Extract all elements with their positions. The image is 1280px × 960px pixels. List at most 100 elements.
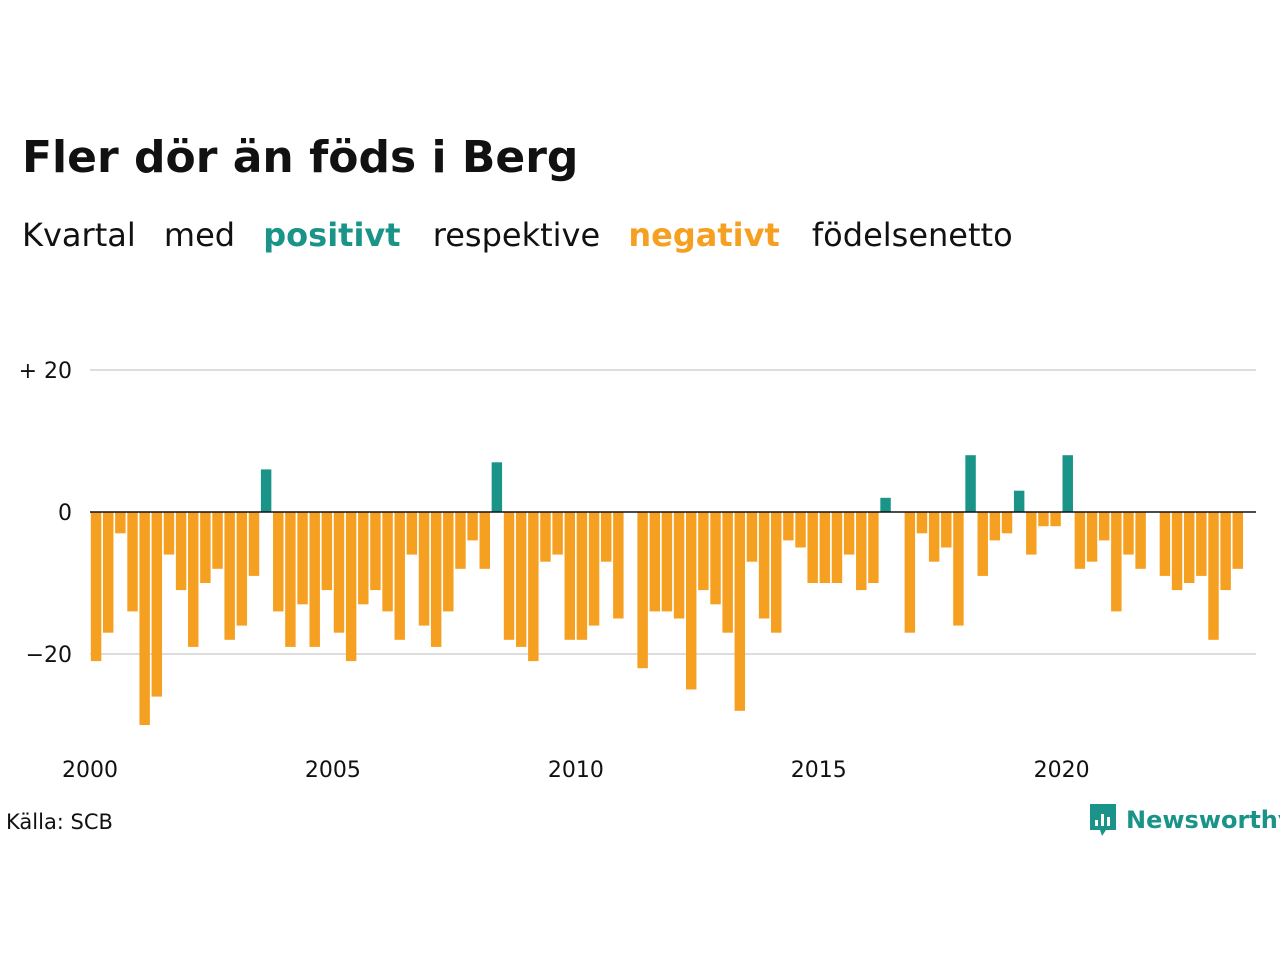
- bar: [1159, 512, 1171, 576]
- axes: + 20 0 −20 2000 2005 2010 2015 2020: [19, 359, 1256, 783]
- bar: [953, 512, 964, 626]
- bar: [273, 512, 284, 612]
- bar: [977, 512, 988, 576]
- x-tick-label: 2020: [1034, 758, 1090, 783]
- bar: [600, 512, 612, 562]
- bar: [746, 512, 758, 562]
- bar: [758, 512, 770, 619]
- bar: [710, 512, 721, 605]
- bar: [115, 512, 126, 534]
- bar: [819, 512, 831, 583]
- bar: [1074, 512, 1086, 569]
- bar: [868, 512, 879, 583]
- bar: [1062, 455, 1073, 512]
- bar: [188, 512, 199, 647]
- bar: [1220, 512, 1231, 591]
- bar: [552, 512, 563, 555]
- bar: [443, 512, 454, 612]
- subtitle-word-med: med: [163, 216, 236, 254]
- bar: [212, 512, 223, 569]
- bar: [989, 512, 1001, 541]
- subtitle-word-respektive: respektive: [432, 216, 601, 254]
- bar: [382, 512, 393, 612]
- bar: [321, 512, 333, 591]
- bar: [151, 512, 163, 697]
- bar: [649, 512, 661, 612]
- bar: [236, 512, 248, 626]
- bar: [722, 512, 733, 633]
- bar: [856, 512, 867, 591]
- bar: [491, 462, 503, 512]
- bar: [771, 512, 782, 633]
- bar: [916, 512, 928, 534]
- bar: [394, 512, 405, 640]
- x-tick-label: 2005: [305, 758, 361, 783]
- newsworthy-logo-icon: [1090, 804, 1116, 836]
- bar: [686, 512, 697, 690]
- bar: [637, 512, 648, 669]
- x-tick-label: 2010: [548, 758, 604, 783]
- bar: [1208, 512, 1219, 640]
- bar: [843, 512, 855, 555]
- bar: [224, 512, 235, 640]
- bar: [564, 512, 575, 640]
- bar: [576, 512, 588, 640]
- bar: [1086, 512, 1098, 562]
- bar: [139, 512, 150, 725]
- bar: [200, 512, 211, 583]
- bar: [309, 512, 320, 647]
- bar: [1098, 512, 1110, 541]
- bar: [103, 512, 114, 633]
- bar: [90, 512, 102, 662]
- bar: [455, 512, 466, 569]
- bar: [540, 512, 551, 562]
- bar: [418, 512, 430, 626]
- bar: [406, 512, 418, 555]
- subtitle-negative: negativt: [628, 216, 780, 254]
- chart-title: Fler dör än föds i Berg: [22, 132, 579, 183]
- x-tick-label: 2015: [791, 758, 847, 783]
- bar: [734, 512, 746, 711]
- source-label: Källa: SCB: [6, 810, 113, 834]
- bar: [430, 512, 442, 647]
- bar: [1171, 512, 1183, 591]
- bar: [673, 512, 685, 619]
- bar: [503, 512, 515, 640]
- x-tick-label: 2000: [62, 758, 118, 783]
- bar: [127, 512, 138, 612]
- bar: [941, 512, 952, 548]
- bar: [163, 512, 175, 555]
- bar: [698, 512, 709, 591]
- subtitle-positive: positivt: [263, 216, 401, 254]
- bar: [831, 512, 843, 583]
- subtitle-word-fodelsenetto: födelsenetto: [811, 216, 1013, 254]
- bar: [285, 512, 296, 647]
- bar: [479, 512, 490, 569]
- bar: [297, 512, 308, 605]
- y-tick-label: 0: [58, 501, 72, 526]
- bars: [90, 455, 1244, 725]
- bar: [248, 512, 260, 576]
- bar: [807, 512, 818, 583]
- bar: [467, 512, 478, 541]
- bar: [175, 512, 187, 591]
- bar: [1050, 512, 1061, 527]
- grid-lines: [90, 369, 1256, 655]
- bar: [904, 512, 916, 633]
- bar: [1111, 512, 1122, 612]
- bar: [1196, 512, 1207, 576]
- bar: [345, 512, 357, 662]
- newsworthy-logo: Newsworthy: [1088, 802, 1280, 838]
- logo-text: Newsworthy: [1126, 806, 1280, 834]
- y-tick-label: −20: [26, 643, 72, 668]
- y-tick-label: + 20: [19, 359, 72, 384]
- bar: [370, 512, 381, 591]
- bar: [515, 512, 527, 647]
- bar: [1135, 512, 1146, 569]
- bar-chart: + 20 0 −20 2000 2005 2010 2015 2020: [19, 359, 1256, 783]
- bar: [661, 512, 673, 612]
- bar: [965, 455, 976, 512]
- bar: [588, 512, 600, 626]
- bar: [1123, 512, 1134, 555]
- chart-subtitle: Kvartal med positivt respektive negativt…: [22, 216, 1031, 254]
